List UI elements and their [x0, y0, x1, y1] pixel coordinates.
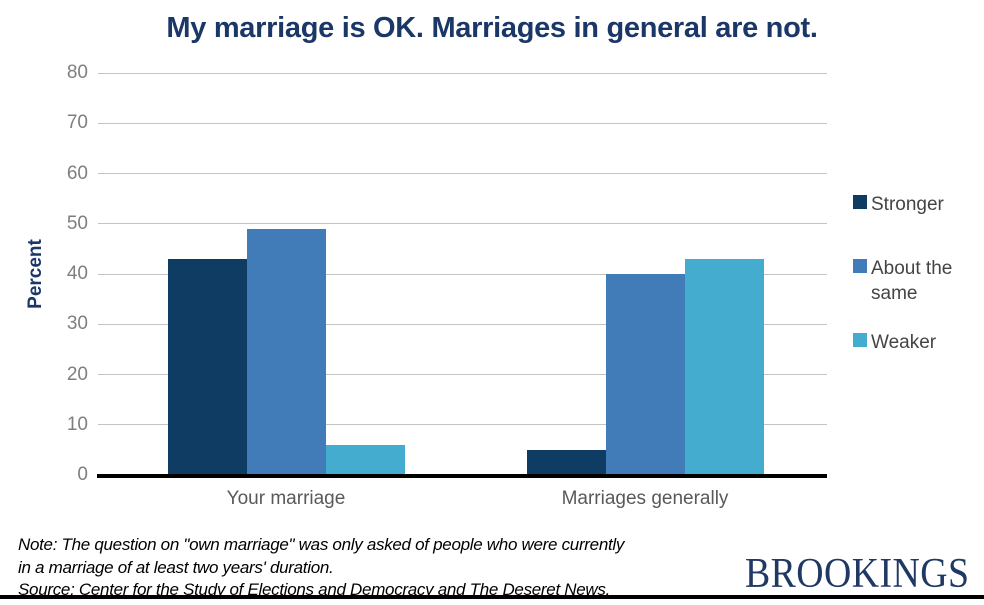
bar-stronger-1	[526, 449, 606, 475]
legend-swatch-weaker	[853, 333, 867, 347]
brookings-logo: BROOKINGS	[745, 551, 970, 597]
y-tick-label-40: 40	[66, 263, 88, 284]
bar-stronger-0	[167, 258, 247, 475]
legend-label-weaker: Weaker	[871, 332, 937, 353]
y-tick-label-70: 70	[66, 112, 88, 134]
chart-title: My marriage is OK. Marriages in general …	[166, 12, 818, 44]
note-block: Note: The question on "own marriage" was…	[18, 534, 758, 602]
gridline-40	[98, 273, 827, 275]
gridline-60	[98, 173, 827, 174]
bottom-rule	[0, 595, 984, 599]
y-tick-label-50: 50	[66, 212, 88, 234]
legend-label-about-the-same: About the same	[871, 258, 953, 304]
y-tick-label-80: 80	[66, 62, 88, 83]
bar-weaker-1	[684, 258, 764, 475]
legend-swatch-about-the-same	[853, 259, 867, 273]
legend-item-weaker: Weaker	[853, 330, 978, 355]
legend-label-stronger: Stronger	[871, 194, 944, 215]
gridline-50	[98, 223, 827, 225]
gridline-70	[98, 122, 827, 124]
gridline-80	[98, 72, 827, 74]
legend-item-about-the-same: About the same	[853, 256, 978, 306]
y-tick-label-60: 60	[66, 162, 88, 184]
gridline-30	[98, 323, 827, 325]
y-tick-label-0: 0	[77, 464, 88, 485]
category-label-your-marriage: Your marriage	[226, 488, 346, 509]
bar-about-the-same-1	[605, 274, 685, 475]
y-tick-label-30: 30	[66, 313, 88, 335]
y-tick-label-20: 20	[66, 363, 88, 385]
note-line-2: in a marriage of at least two years' dur…	[18, 557, 334, 577]
y-tick-label-10: 10	[66, 413, 88, 435]
gridline-20	[98, 374, 827, 375]
note-line-1: Note: The question on "own marriage" was…	[18, 535, 625, 554]
bar-about-the-same-0	[246, 228, 326, 475]
bar-weaker-0	[325, 444, 405, 475]
note-line-3: Source: Center for the Study of Election…	[18, 580, 611, 599]
gridline-10	[98, 424, 827, 426]
category-label-marriages-generally: Marriages generally	[561, 488, 729, 509]
x-axis-line	[97, 474, 827, 478]
legend-item-stronger: Stronger	[853, 192, 978, 217]
legend-swatch-stronger	[853, 195, 867, 209]
